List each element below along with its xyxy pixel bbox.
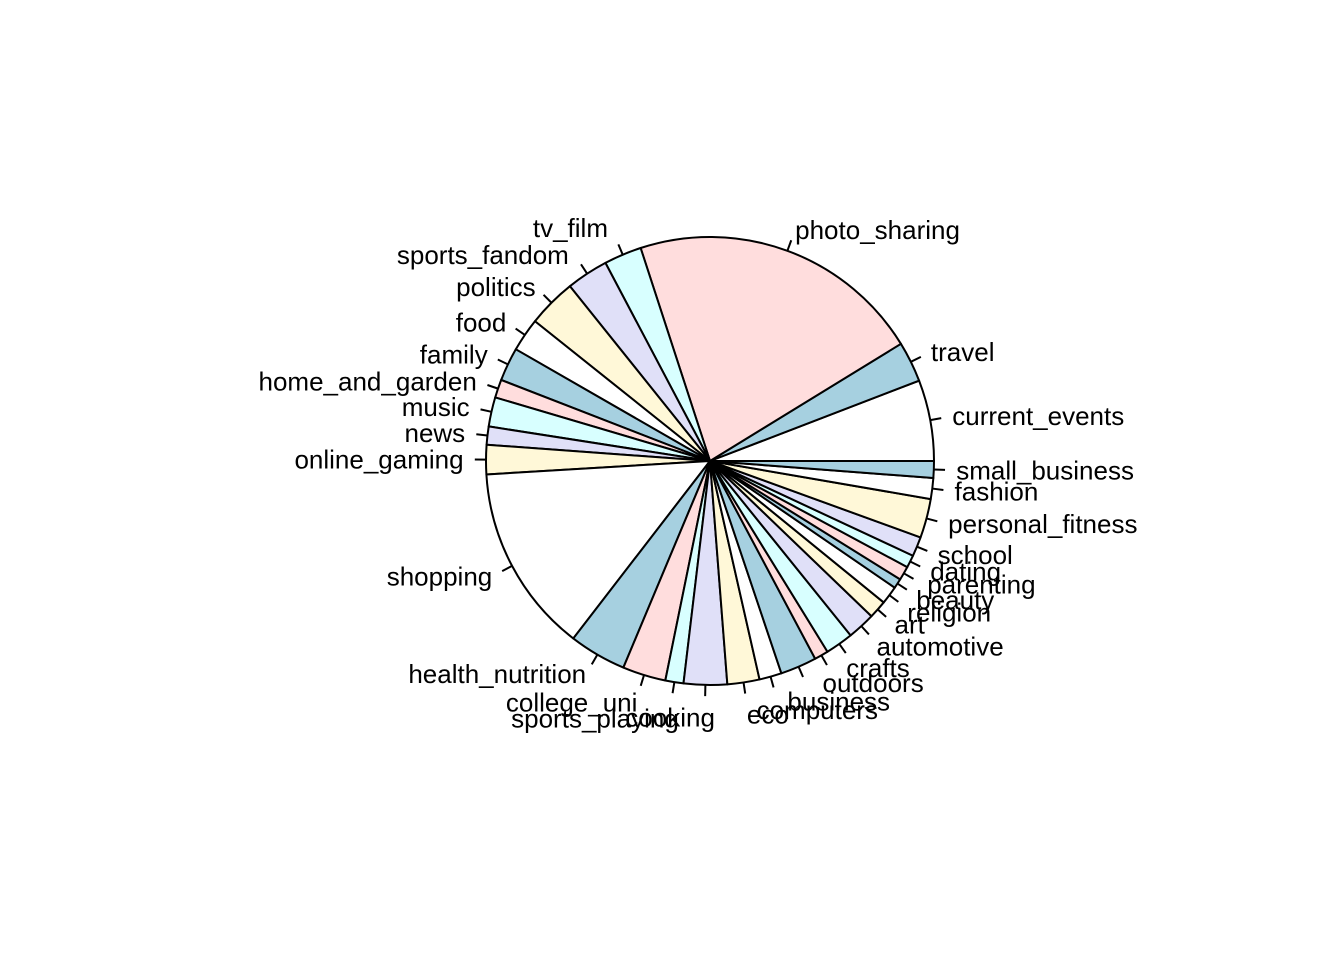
label-tick	[932, 487, 944, 491]
pie-slice-small-business	[709, 460, 935, 479]
slice-label-tv-film: tv_film	[533, 213, 608, 243]
label-tick	[909, 560, 921, 568]
slice-label-news: news	[404, 418, 465, 448]
slice-label-home-and-garden: home_and_garden	[259, 366, 477, 396]
label-tick	[786, 239, 793, 252]
label-tick	[671, 681, 676, 694]
slice-label-travel: travel	[931, 337, 995, 367]
slice-label-current-events: current_events	[952, 401, 1124, 431]
slice-label-health-nutrition: health_nutrition	[408, 659, 586, 689]
slice-label-beauty: beauty	[916, 585, 994, 615]
label-tick	[742, 682, 747, 694]
slice-label-sports-playing: sports_playing	[511, 703, 679, 733]
slice-label-shopping: shopping	[387, 561, 493, 591]
label-tick	[903, 572, 915, 580]
slice-label-outdoors: outdoors	[823, 668, 924, 698]
slice-label-eco: eco	[747, 700, 789, 730]
label-tick	[480, 408, 492, 413]
slice-label-food: food	[456, 307, 507, 337]
slice-label-cooking: cooking	[625, 702, 715, 732]
label-tick	[860, 625, 870, 636]
slice-label-business: business	[787, 686, 890, 716]
label-tick	[916, 545, 928, 552]
label-tick	[896, 582, 908, 591]
label-tick	[930, 417, 942, 422]
slice-label-politics: politics	[456, 272, 535, 302]
slice-label-fashion: fashion	[955, 476, 1039, 506]
slice-label-religion: religion	[907, 598, 991, 628]
slice-label-college-uni: college_uni	[506, 687, 638, 717]
slice-label-computers: computers	[757, 695, 878, 725]
slice-label-photo-sharing: photo_sharing	[795, 215, 960, 245]
label-tick	[769, 676, 775, 688]
label-tick	[888, 594, 899, 603]
label-tick	[838, 643, 847, 654]
pie-slice-photo-sharing	[639, 236, 902, 462]
slice-label-online-gaming: online_gaming	[294, 444, 463, 474]
label-tick	[542, 294, 553, 304]
slice-label-parenting: parenting	[927, 570, 1035, 600]
label-tick	[580, 263, 588, 275]
slice-label-art: art	[895, 609, 926, 639]
slice-label-personal-fitness: personal_fitness	[948, 509, 1137, 539]
label-tick	[910, 355, 922, 363]
label-tick	[617, 243, 624, 256]
label-tick	[497, 358, 509, 366]
slice-label-sports-fandom: sports_fandom	[397, 240, 569, 270]
label-tick	[501, 564, 513, 572]
slice-label-family: family	[420, 340, 488, 370]
label-tick	[515, 327, 526, 336]
pie-slice-shopping	[485, 460, 711, 640]
pie-slices	[485, 236, 935, 686]
label-tick	[476, 433, 488, 437]
label-tick	[487, 384, 499, 390]
label-tick	[639, 674, 645, 687]
label-ticks	[474, 239, 946, 697]
slice-labels: current_events travel photo_sharing tv_film…	[259, 213, 1138, 733]
label-tick	[797, 666, 804, 678]
slice-label-school: school	[938, 540, 1013, 570]
label-tick	[877, 608, 887, 618]
slice-label-automotive: automotive	[876, 632, 1003, 662]
slice-label-dating: dating	[930, 557, 1001, 587]
slice-label-music: music	[402, 392, 470, 422]
label-tick	[926, 517, 938, 523]
slice-label-small-business: small_business	[956, 455, 1134, 485]
label-tick	[590, 654, 599, 665]
slice-label-crafts: crafts	[846, 653, 910, 683]
label-tick	[820, 654, 828, 666]
